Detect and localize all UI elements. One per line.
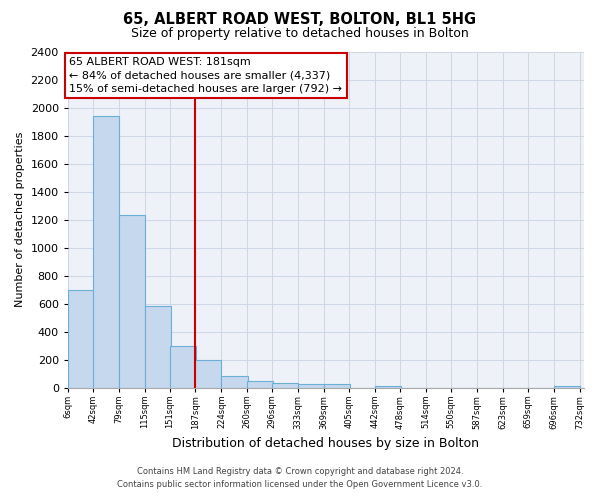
Bar xyxy=(221,376,248,388)
Text: 65 ALBERT ROAD WEST: 181sqm
← 84% of detached houses are smaller (4,337)
15% of : 65 ALBERT ROAD WEST: 181sqm ← 84% of det… xyxy=(69,57,342,94)
Bar xyxy=(375,386,401,388)
X-axis label: Distribution of detached houses by size in Bolton: Distribution of detached houses by size … xyxy=(172,437,479,450)
Bar xyxy=(196,360,221,388)
Bar xyxy=(554,386,580,388)
Bar xyxy=(170,346,196,388)
Bar xyxy=(298,384,325,388)
Bar xyxy=(272,383,298,388)
Bar xyxy=(323,384,350,388)
Bar xyxy=(145,306,171,388)
Bar xyxy=(93,116,119,388)
Text: 65, ALBERT ROAD WEST, BOLTON, BL1 5HG: 65, ALBERT ROAD WEST, BOLTON, BL1 5HG xyxy=(124,12,476,28)
Text: Size of property relative to detached houses in Bolton: Size of property relative to detached ho… xyxy=(131,28,469,40)
Bar xyxy=(68,290,94,388)
Y-axis label: Number of detached properties: Number of detached properties xyxy=(15,132,25,308)
Bar xyxy=(247,382,273,388)
Bar xyxy=(119,216,145,388)
Text: Contains HM Land Registry data © Crown copyright and database right 2024.
Contai: Contains HM Land Registry data © Crown c… xyxy=(118,468,482,489)
